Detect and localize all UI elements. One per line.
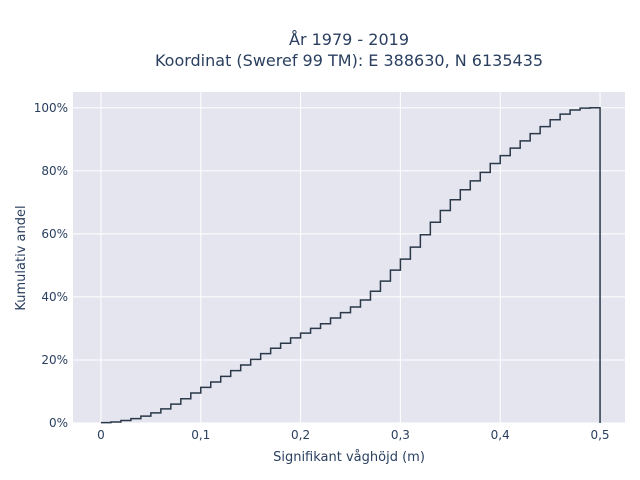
y-axis-title: Kumulativ andel bbox=[14, 205, 29, 310]
y-tick-label: 100% bbox=[34, 101, 68, 115]
x-tick-label: 0,2 bbox=[291, 428, 310, 442]
x-tick-label: 0,4 bbox=[491, 428, 510, 442]
x-axis-title: Signifikant våghöjd (m) bbox=[273, 450, 425, 465]
chart-title-line2: Koordinat (Sweref 99 TM): E 388630, N 61… bbox=[155, 51, 543, 70]
series-layer bbox=[100, 107, 601, 424]
cumulative-step-line bbox=[100, 107, 601, 424]
y-tick-label: 60% bbox=[41, 227, 68, 241]
x-axis-ticks: 0 0,1 0,2 0,3 0,4 0,5 bbox=[97, 428, 609, 442]
y-tick-label: 20% bbox=[41, 353, 68, 367]
y-axis-ticks: 0% 20% 40% 60% 80% 100% bbox=[34, 101, 68, 430]
chart-title-line1: År 1979 - 2019 bbox=[289, 30, 409, 49]
x-tick-label: 0 bbox=[97, 428, 105, 442]
y-tick-label: 0% bbox=[49, 416, 68, 430]
plot-area bbox=[73, 92, 625, 423]
y-tick-label: 80% bbox=[41, 164, 68, 178]
x-tick-label: 0,5 bbox=[590, 428, 609, 442]
grid bbox=[73, 92, 625, 424]
x-tick-label: 0,1 bbox=[191, 428, 210, 442]
y-tick-label: 40% bbox=[41, 290, 68, 304]
x-tick-label: 0,3 bbox=[391, 428, 410, 442]
